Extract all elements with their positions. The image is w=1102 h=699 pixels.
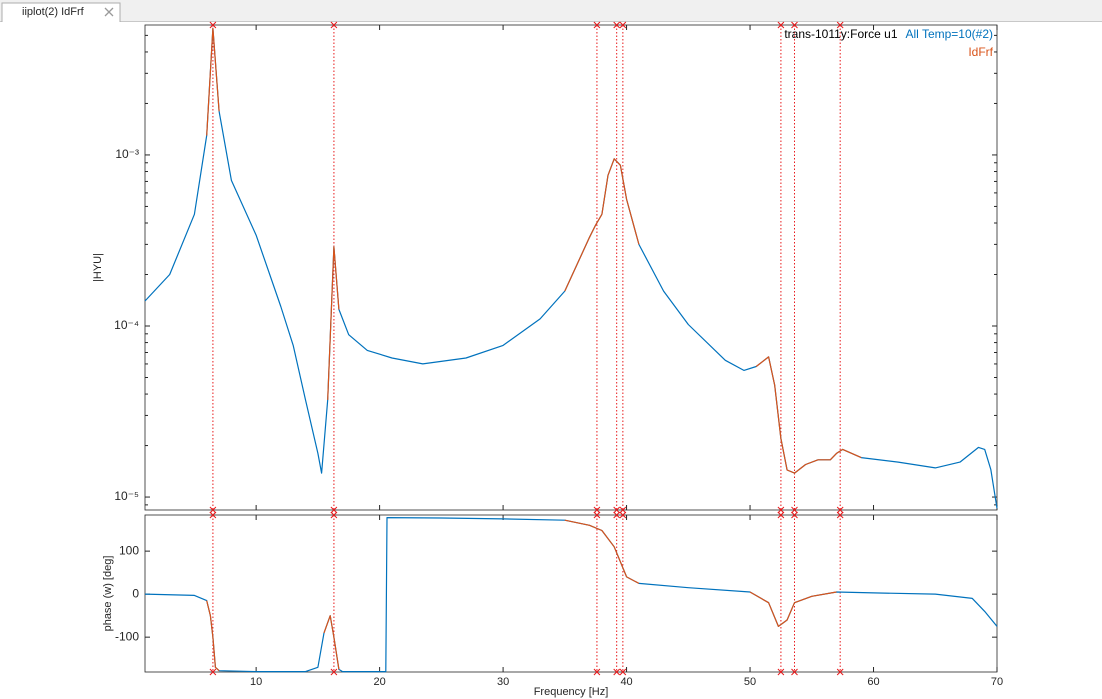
- x-axis-label: Frequency [Hz]: [534, 686, 609, 698]
- pole-marker: [777, 506, 785, 514]
- y-axis-label: phase (w) [deg]: [102, 556, 114, 632]
- x-tick-label: 40: [620, 676, 632, 688]
- y-tick-label: 10⁻⁵: [114, 489, 139, 503]
- pole-marker: [777, 668, 785, 676]
- x-tick-label: 50: [744, 676, 756, 688]
- series-line: [206, 519, 837, 672]
- legend-entry: IdFrf: [968, 45, 993, 59]
- pole-marker: [836, 21, 844, 29]
- pole-marker: [836, 511, 844, 519]
- pole-marker: [836, 668, 844, 676]
- pole-marker: [791, 668, 798, 676]
- tab-close[interactable]: [104, 7, 114, 17]
- pole-marker: [619, 511, 627, 519]
- y-tick-label: 0: [132, 586, 139, 600]
- pole-marker: [619, 668, 627, 676]
- pole-marker: [593, 511, 601, 519]
- pole-marker: [209, 506, 217, 514]
- x-tick-label: 10: [250, 676, 262, 688]
- pole-marker: [330, 21, 338, 29]
- y-axis-label: |HYU|: [92, 253, 104, 282]
- pole-marker: [209, 21, 217, 29]
- y-tick-label: 10⁻⁴: [114, 318, 139, 332]
- y-tick-label: -100: [115, 629, 139, 643]
- pole-marker: [619, 21, 627, 29]
- pole-marker: [593, 668, 601, 676]
- pole-marker: [613, 511, 621, 519]
- pole-marker: [330, 506, 338, 514]
- pole-marker: [791, 511, 798, 519]
- x-tick-label: 70: [991, 676, 1003, 688]
- legend-entry: All Temp=10(#2): [906, 27, 994, 41]
- pole-marker: [791, 506, 798, 514]
- pole-marker: [777, 21, 785, 29]
- pole-marker: [593, 506, 601, 514]
- pole-marker: [791, 21, 798, 29]
- pole-marker: [613, 668, 621, 676]
- pole-marker: [330, 511, 338, 519]
- tab[interactable]: [1, 2, 121, 22]
- x-tick-label: 60: [867, 676, 879, 688]
- tab-bar: [0, 0, 1102, 22]
- pole-marker: [209, 511, 217, 519]
- legend-title: trans-1011y:Force u1: [784, 27, 897, 41]
- pole-marker: [619, 506, 627, 514]
- tab-title[interactable]: iiplot(2) IdFrf: [22, 6, 85, 18]
- pole-marker: [777, 511, 785, 519]
- axes-box: [144, 24, 998, 511]
- pole-marker: [330, 668, 338, 676]
- pole-marker: [836, 506, 844, 514]
- pole-marker: [209, 668, 217, 676]
- axes-box: [144, 514, 998, 673]
- pole-marker: [613, 21, 621, 29]
- x-tick-label: 30: [497, 676, 509, 688]
- x-tick-label: 20: [373, 676, 385, 688]
- pole-marker: [613, 506, 621, 514]
- series-line: [206, 27, 862, 474]
- y-tick-label: 100: [119, 543, 139, 557]
- pole-marker: [593, 21, 601, 29]
- y-tick-label: 10⁻³: [115, 147, 139, 161]
